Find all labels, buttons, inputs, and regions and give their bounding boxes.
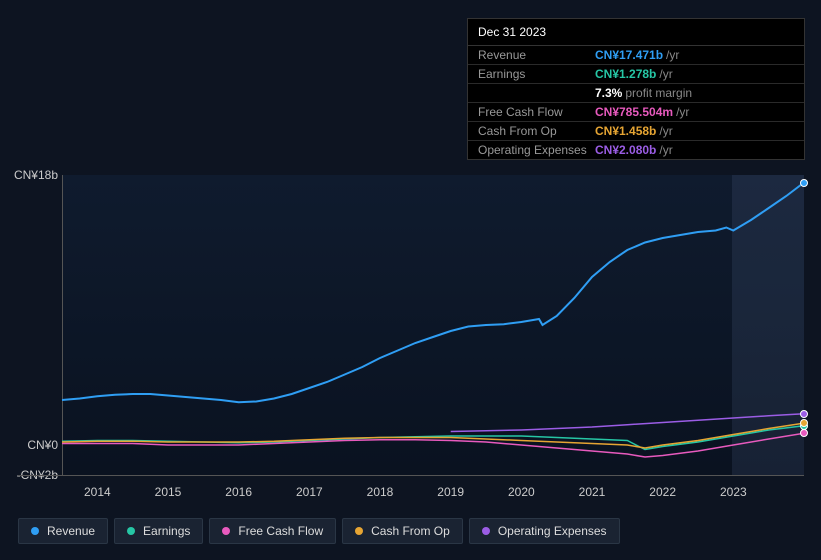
- legend-dot-icon: [482, 527, 490, 535]
- series-marker-free-cash-flow: [800, 429, 808, 437]
- x-axis-label: 2014: [84, 485, 111, 499]
- legend-item-earnings[interactable]: Earnings: [114, 518, 203, 544]
- tooltip-row: Free Cash FlowCN¥785.504m/yr: [468, 103, 804, 122]
- tooltip-row-unit: profit margin: [625, 86, 692, 100]
- tooltip-row-value: CN¥1.458b: [595, 124, 656, 138]
- tooltip-row-unit: /yr: [659, 67, 672, 81]
- tooltip-row-value: CN¥2.080b: [595, 143, 656, 157]
- tooltip-row: 7.3%profit margin: [468, 84, 804, 103]
- series-line-operating-expenses: [451, 414, 804, 432]
- tooltip-row-label: Revenue: [478, 48, 595, 62]
- tooltip-row-value: CN¥785.504m: [595, 105, 673, 119]
- tooltip-row-value: CN¥17.471b: [595, 48, 663, 62]
- tooltip-row-label: Cash From Op: [478, 124, 595, 138]
- tooltip-row: RevenueCN¥17.471b/yr: [468, 46, 804, 65]
- series-marker-operating-expenses: [800, 410, 808, 418]
- legend-dot-icon: [31, 527, 39, 535]
- chart-svg[interactable]: [18, 175, 804, 475]
- series-marker-revenue: [800, 179, 808, 187]
- legend-item-revenue[interactable]: Revenue: [18, 518, 108, 544]
- legend-dot-icon: [355, 527, 363, 535]
- legend-item-operating-expenses[interactable]: Operating Expenses: [469, 518, 620, 544]
- tooltip-row-unit: /yr: [676, 105, 689, 119]
- x-axis-label: 2022: [649, 485, 676, 499]
- chart-tooltip: Dec 31 2023 RevenueCN¥17.471b/yrEarnings…: [467, 18, 805, 160]
- tooltip-row-unit: /yr: [666, 48, 679, 62]
- legend: Revenue Earnings Free Cash Flow Cash From O…: [18, 518, 620, 544]
- tooltip-row: Cash From OpCN¥1.458b/yr: [468, 122, 804, 141]
- legend-item-label: Operating Expenses: [498, 524, 607, 538]
- x-axis-label: 2021: [579, 485, 606, 499]
- legend-item-label: Earnings: [143, 524, 190, 538]
- x-axis-label: 2015: [155, 485, 182, 499]
- x-axis-label: 2019: [437, 485, 464, 499]
- tooltip-row-label: Earnings: [478, 67, 595, 81]
- tooltip-row: EarningsCN¥1.278b/yr: [468, 65, 804, 84]
- legend-item-label: Cash From Op: [371, 524, 450, 538]
- x-axis-label: 2016: [225, 485, 252, 499]
- legend-item-free-cash-flow[interactable]: Free Cash Flow: [209, 518, 336, 544]
- tooltip-row-value: 7.3%: [595, 86, 622, 100]
- tooltip-row: Operating ExpensesCN¥2.080b/yr: [468, 141, 804, 159]
- tooltip-date: Dec 31 2023: [468, 19, 804, 46]
- x-axis-label: 2017: [296, 485, 323, 499]
- tooltip-row-unit: /yr: [659, 124, 672, 138]
- x-axis-label: 2018: [367, 485, 394, 499]
- tooltip-row-label: Operating Expenses: [478, 143, 595, 157]
- x-axis-line: [18, 475, 804, 476]
- series-marker-cash-from-op: [800, 419, 808, 427]
- tooltip-row-unit: /yr: [659, 143, 672, 157]
- series-line-revenue: [62, 183, 804, 403]
- legend-item-label: Revenue: [47, 524, 95, 538]
- legend-dot-icon: [127, 527, 135, 535]
- x-axis-label: 2023: [720, 485, 747, 499]
- tooltip-row-label: Free Cash Flow: [478, 105, 595, 119]
- x-axis-label: 2020: [508, 485, 535, 499]
- legend-item-cash-from-op[interactable]: Cash From Op: [342, 518, 463, 544]
- legend-item-label: Free Cash Flow: [238, 524, 323, 538]
- legend-dot-icon: [222, 527, 230, 535]
- tooltip-row-value: CN¥1.278b: [595, 67, 656, 81]
